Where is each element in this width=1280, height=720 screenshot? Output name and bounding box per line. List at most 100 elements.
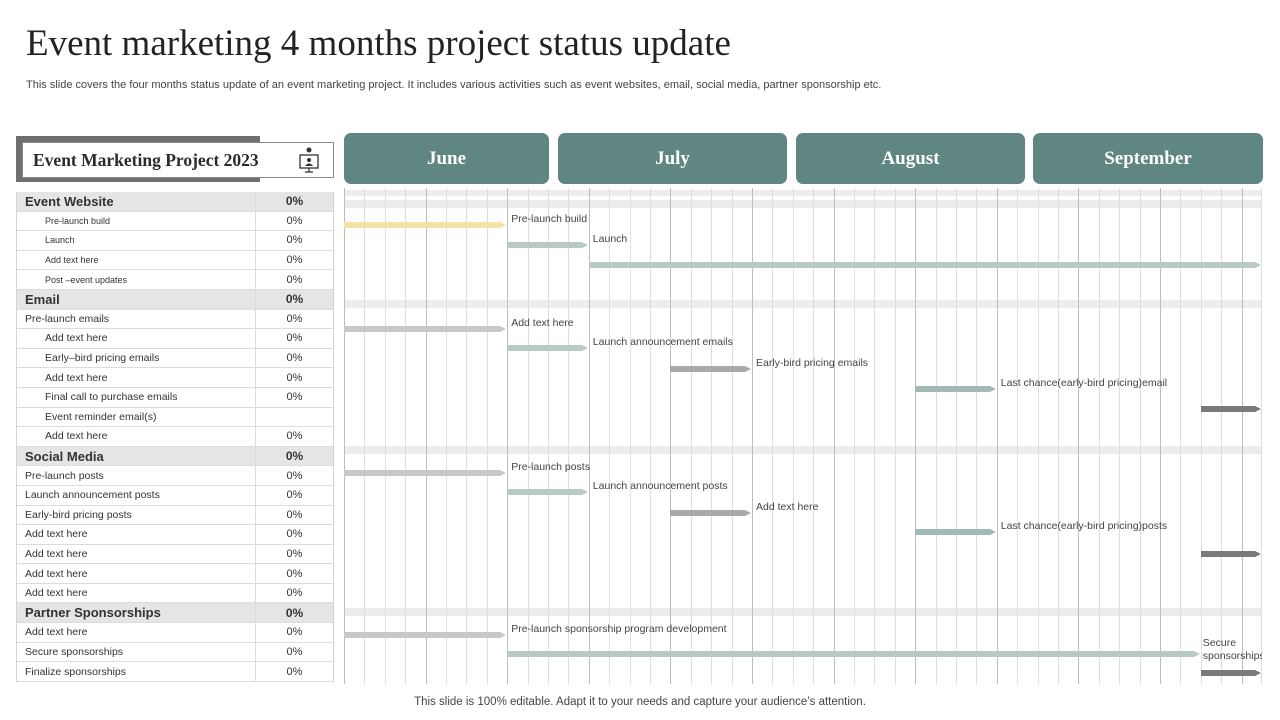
activity-percent: 0%	[286, 312, 303, 325]
activity-percent: 0%	[286, 254, 303, 267]
activity-percent: 0%	[285, 449, 304, 464]
grid-line	[1140, 188, 1141, 684]
task-label: Add text here	[756, 501, 819, 513]
activity-percent: 0%	[286, 391, 303, 404]
activity-name: Add text here	[17, 427, 256, 446]
task-bar	[507, 651, 1200, 657]
table-row: Launch announcement posts 0%	[17, 485, 333, 506]
task-bar	[670, 510, 751, 516]
activity-percent: 0%	[286, 567, 303, 580]
grid-line	[1242, 188, 1243, 684]
task-label: Last chance(early-bird pricing)email	[1000, 377, 1168, 389]
grid-line	[711, 188, 712, 684]
table-row: Add text here 0%	[17, 329, 333, 349]
activity-name: Add text here	[17, 368, 256, 387]
activity-percent: 0%	[286, 528, 303, 541]
section-row: Event Website 0%	[17, 192, 333, 212]
month-header-september: September	[1033, 133, 1263, 184]
grid-line	[487, 188, 488, 684]
activity-name: Pre-launch build	[17, 211, 256, 231]
grid-line	[752, 188, 753, 684]
task-label: Last chance(early-bird pricing)posts	[1000, 520, 1168, 532]
activity-name: Launch	[17, 231, 256, 250]
table-row: Secure sponsorships 0%	[17, 642, 333, 663]
grid-line	[589, 188, 590, 684]
grid-line	[426, 188, 427, 684]
grid-line	[630, 188, 631, 684]
activity-name: Event reminder email(s)	[17, 407, 256, 427]
activity-name: Add text here	[17, 623, 256, 642]
table-row: Add text here 0%	[17, 564, 333, 584]
table-row: Pre-launch build 0%	[17, 211, 333, 232]
grid-line	[854, 188, 855, 684]
activity-name: Early–bird pricing emails	[17, 348, 256, 368]
grid-line	[915, 188, 916, 684]
task-bar	[344, 326, 507, 332]
task-bar	[507, 489, 588, 495]
activity-percent: 0%	[286, 626, 303, 639]
section-band	[344, 608, 1262, 616]
grid-line	[446, 188, 447, 684]
activity-name: Final call to purchase emails	[17, 387, 256, 407]
task-bar	[1200, 406, 1261, 412]
grid-line	[507, 188, 508, 684]
month-header-august: August	[796, 133, 1025, 184]
grid-line	[997, 188, 998, 684]
task-label: Add text here	[511, 317, 574, 329]
grid-line	[548, 188, 549, 684]
grid-line	[1160, 188, 1161, 684]
activity-name: Event Website	[17, 192, 256, 211]
task-bar	[588, 262, 1261, 268]
activity-name: Add text here	[17, 564, 256, 583]
section-row: Social Media 0%	[17, 446, 333, 467]
grid-line	[1221, 188, 1222, 684]
table-row: Add text here 0%	[17, 525, 333, 545]
activity-percent: 0%	[286, 508, 303, 521]
grid-line	[405, 188, 406, 684]
table-row: Launch 0%	[17, 231, 333, 251]
table-row: Finalize sponsorships 0%	[17, 662, 333, 682]
grid-line	[1180, 188, 1181, 684]
task-label: Pre-launch posts	[511, 461, 590, 473]
table-row: Add text here 0%	[17, 250, 333, 271]
presentation-screen-icon	[299, 147, 319, 173]
grid-line	[1017, 188, 1018, 684]
table-row: Add text here 0%	[17, 544, 333, 565]
grid-line	[670, 188, 671, 684]
task-label: Pre-launch sponsorship program developme…	[511, 623, 727, 635]
activity-percent: 0%	[286, 371, 303, 384]
grid-line	[834, 188, 835, 684]
activity-name: Social Media	[17, 446, 256, 466]
activity-percent: 0%	[285, 292, 304, 307]
grid-line	[344, 188, 345, 684]
activity-percent: 0%	[286, 645, 303, 658]
task-label: Launch	[592, 233, 628, 245]
activity-percent: 0%	[286, 430, 303, 443]
grid-line	[813, 188, 814, 684]
grid-line	[609, 188, 610, 684]
grid-line	[1038, 188, 1039, 684]
table-row: Add text here 0%	[17, 583, 333, 604]
grid-line	[976, 188, 977, 684]
table-row: Add text here 0%	[17, 623, 333, 643]
grid-line	[1078, 188, 1079, 684]
project-header: Event Marketing Project 2023	[22, 142, 334, 178]
task-bar	[344, 470, 507, 476]
task-bar	[670, 366, 751, 372]
activity-name: Finalize sponsorships	[17, 662, 256, 681]
activity-name: Add text here	[17, 329, 256, 348]
month-header-june: June	[344, 133, 549, 184]
activity-table: Event Website 0% Pre-launch build 0% Launch 0…	[16, 192, 334, 682]
section-band	[344, 200, 1262, 208]
activity-name: Email	[17, 289, 256, 309]
task-bar	[344, 632, 507, 638]
activity-name: Add text here	[17, 525, 256, 544]
activity-percent: 0%	[286, 469, 303, 482]
section-row: Email 0%	[17, 289, 333, 310]
task-label: Pre-launch build	[511, 213, 588, 225]
grid-line	[528, 188, 529, 684]
activity-percent: 0%	[286, 214, 303, 227]
slide-title: Event marketing 4 months project status …	[26, 23, 731, 64]
activity-name: Partner Sponsorships	[17, 603, 256, 623]
grid-line	[895, 188, 896, 684]
